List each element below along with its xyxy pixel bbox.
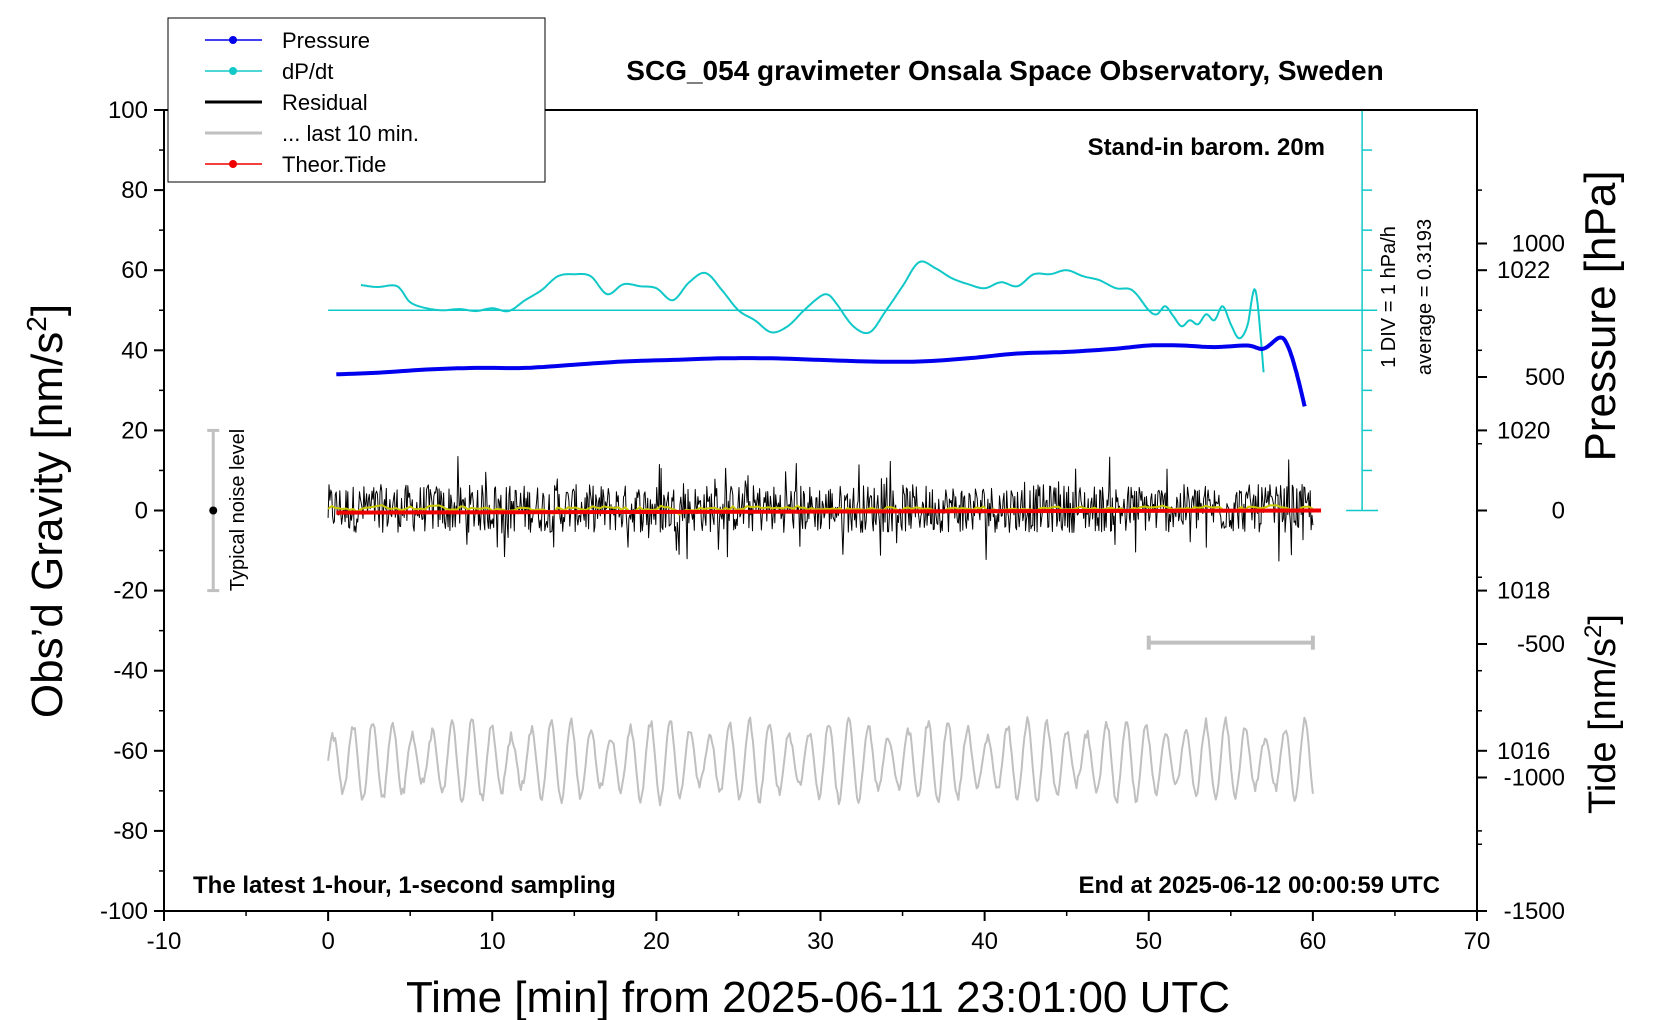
legend-box: [167, 17, 546, 183]
legend-label: Residual: [282, 90, 368, 115]
pressure-series: [336, 335, 1307, 407]
y-tick-label: -20: [113, 578, 148, 605]
legend-label: Pressure: [282, 28, 370, 53]
end-at-note: End at 2025-06-12 00:00:59 UTC: [1079, 872, 1441, 899]
y-axis-left-ticks: 100 80 60 40 20 0 -20 -40 -60 -80 -100: [100, 97, 164, 925]
tide-axis-label-sup: 2: [1580, 625, 1607, 638]
noise-bar: [207, 428, 220, 593]
pressure-tick-label: 1018: [1497, 578, 1550, 605]
y-tick-label: 60: [121, 257, 148, 284]
pressure-tick-label: 1020: [1497, 417, 1550, 444]
y-axis-left-label: Obs’d Gravity [nm/s2]: [21, 304, 72, 718]
tide-tick-label: 500: [1525, 364, 1565, 391]
x-tick-label: 30: [807, 928, 834, 955]
pressure-axis-label: Pressure [hPa]: [1576, 170, 1625, 461]
legend-marker: [229, 36, 237, 44]
y-tick-label: 40: [121, 337, 148, 364]
legend: Pressure dP/dt Residual ... last 10 min. The…: [167, 17, 546, 183]
div-note: 1 DIV = 1 hPa/h: [1378, 226, 1400, 368]
pressure-line: [336, 335, 1307, 407]
y-tick-label: -80: [113, 818, 148, 845]
legend-marker: [229, 160, 237, 168]
barometer-note: Stand-in barom. 20m: [1088, 134, 1325, 161]
tide-line: [336, 508, 1322, 515]
tide-tick-label: -1500: [1504, 898, 1565, 925]
tide-axis-label-main: Tide [nm/s: [1582, 638, 1624, 814]
x-tick-label: 10: [479, 928, 506, 955]
pressure-tick-label: 1016: [1497, 738, 1550, 765]
y-tick-label: 100: [108, 97, 148, 124]
average-note: average = 0.3193: [1414, 219, 1436, 375]
x-axis-label: Time [min] from 2025-06-11 23:01:00 UTC: [406, 973, 1230, 1020]
tide-axis-label-end: ]: [1582, 614, 1624, 625]
chart-title: SCG_054 gravimeter Onsala Space Observat…: [626, 55, 1383, 86]
dpdt-line: [360, 260, 1265, 373]
tide-tick-label: -500: [1517, 631, 1565, 658]
latest-note: The latest 1-hour, 1-second sampling: [193, 872, 616, 899]
x-tick-label: 70: [1464, 928, 1491, 955]
last-10-min-series: [327, 716, 1314, 807]
tide-axis-ticks: 1000 500 0 -500 -1000 -1500: [1477, 231, 1565, 925]
legend-label: Theor.Tide: [282, 152, 386, 177]
y-tick-label: -60: [113, 738, 148, 765]
residual-line: [327, 456, 1314, 562]
pressure-tick-label: 1022: [1497, 257, 1550, 284]
y-tick-label: -100: [100, 898, 148, 925]
x-axis-ticks: -10 0 10 20 30 40 50 60 70: [147, 911, 1491, 955]
tide-tick-label: -1000: [1504, 765, 1565, 792]
noise-bar-center: [209, 506, 218, 515]
tide-tick-label: 0: [1552, 498, 1565, 525]
tide-axis-label: Tide [nm/s2]: [1580, 614, 1624, 814]
noise-label: Typical noise level: [227, 429, 249, 591]
y-tick-label: -40: [113, 658, 148, 685]
y-axis-left-label-main: Obs’d Gravity [nm/s: [23, 332, 72, 718]
y-tick-label: 80: [121, 177, 148, 204]
x-tick-label: 50: [1135, 928, 1162, 955]
tide-tick-label: 1000: [1512, 231, 1565, 258]
x-tick-label: 0: [321, 928, 334, 955]
y-axis-left-label-end: ]: [23, 304, 72, 316]
pressure-axis-ticks: 1022 1020 1018 1016: [1477, 189, 1550, 832]
scale-bar: [1146, 635, 1315, 650]
y-tick-label: 20: [121, 417, 148, 444]
y-tick-label: 0: [135, 498, 148, 525]
x-tick-label: 20: [643, 928, 670, 955]
legend-label: dP/dt: [282, 59, 333, 84]
last-10-min-line: [327, 716, 1314, 807]
x-tick-label: 40: [971, 928, 998, 955]
y-axis-left-label-sup: 2: [21, 316, 52, 332]
legend-marker: [229, 67, 237, 75]
tide-series: [336, 508, 1322, 515]
legend-label: ... last 10 min.: [282, 121, 419, 146]
x-tick-label: 60: [1300, 928, 1327, 955]
dpdt-series: [360, 260, 1265, 373]
x-tick-label: -10: [147, 928, 182, 955]
